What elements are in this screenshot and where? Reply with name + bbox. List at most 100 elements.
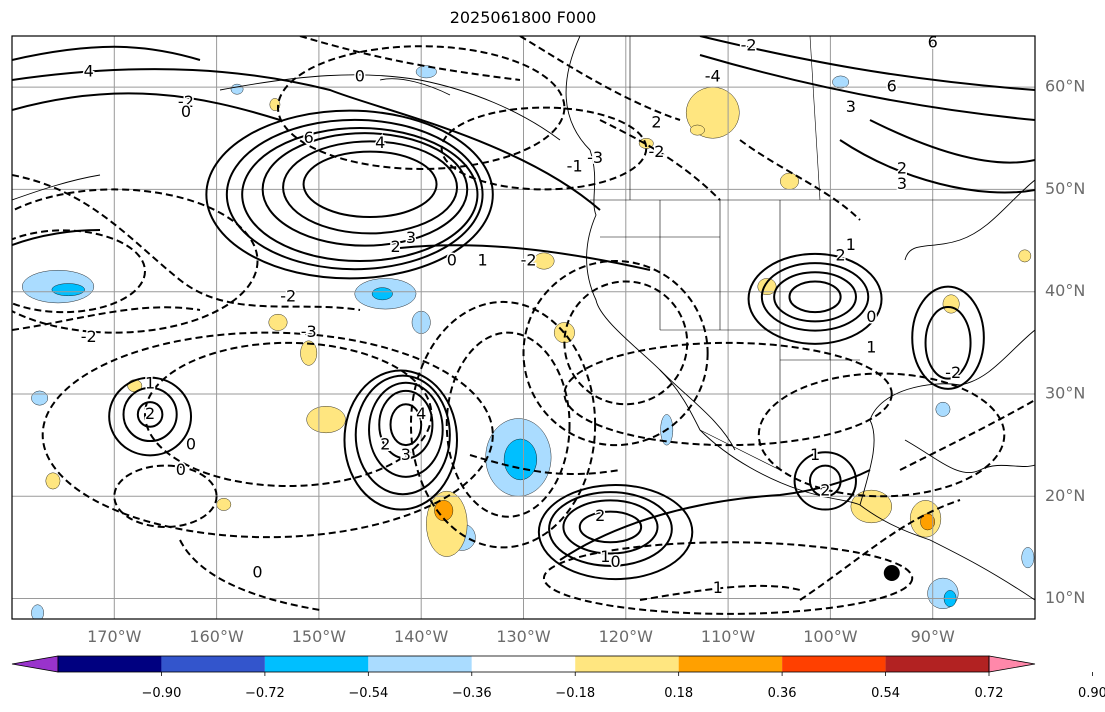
colorbar-frame (57, 655, 990, 673)
anomaly-patch (503, 438, 537, 481)
contour-label: 3 (897, 174, 907, 193)
anomaly-patch (45, 472, 61, 490)
coastline (904, 179, 1035, 261)
map-frame (11, 35, 1036, 620)
contour-label: 3 (846, 97, 856, 116)
contour-dashed (299, 36, 521, 81)
lat-label: 50°N (1045, 179, 1085, 198)
contour-label: 0 (252, 562, 262, 581)
contour-dashed (899, 399, 1035, 471)
contour-high-west-pacific (136, 401, 164, 428)
colorbar-tick-label: 0.72 (975, 686, 1004, 701)
colorbar-segment (575, 656, 679, 672)
anomaly-patch (31, 390, 49, 406)
lat-label: 40°N (1045, 281, 1085, 300)
contour-label: 1 (866, 337, 876, 356)
anomaly-patch (832, 75, 850, 89)
contour-label: 1 (810, 445, 820, 464)
contour-high-ne-pacific (241, 127, 479, 263)
contour-label: 6 (928, 33, 938, 52)
contour-high-east-pacific (578, 510, 643, 544)
contour-label: -2 (81, 327, 97, 346)
lon-label: 100°W (803, 627, 858, 646)
contour-label: -4 (705, 66, 721, 85)
contour-dashed (469, 454, 621, 475)
contour-high-plains (747, 252, 883, 345)
colorbar-segment (161, 656, 265, 672)
colorbar-segment (368, 656, 472, 672)
coastline (379, 78, 451, 96)
contour-label: 2 (836, 245, 846, 264)
contour-label: 4 (375, 133, 385, 152)
contour-dashed (563, 280, 689, 406)
coastline (859, 504, 1035, 601)
contour-high-southeast (911, 285, 985, 390)
contour-high-plains (773, 271, 857, 323)
anomaly-patch (533, 252, 555, 270)
colorbar-segment (58, 656, 162, 672)
colorbar-tick-label: −0.54 (348, 686, 388, 701)
coastline (859, 329, 1035, 506)
contour-label: 1 (846, 235, 856, 254)
contour-high-southeast (924, 306, 972, 380)
contour-high-east-pacific (562, 499, 659, 555)
lon-label: 110°W (701, 627, 756, 646)
contour-label: 2 (820, 481, 830, 500)
contour-high-central-pacific (343, 369, 459, 511)
contour-dashed (445, 331, 571, 518)
contour-high-central-pacific (368, 381, 444, 478)
colorbar-extend-high (988, 655, 1036, 673)
anomaly-patch (935, 401, 951, 417)
anomaly-patch (371, 287, 393, 301)
contour-label: 0 (447, 251, 457, 270)
contour-label: 0 (610, 552, 620, 571)
contour-high-ne-pacific (205, 109, 494, 280)
contour-dashed (409, 300, 597, 549)
contour-dashed (639, 584, 801, 601)
colorbar-tick-label: −0.90 (142, 686, 182, 701)
contour-label: -3 (301, 322, 317, 341)
contour-label: 1 (477, 251, 487, 270)
contour-label: 3 (406, 228, 416, 247)
contour-label: -2 (649, 142, 665, 161)
political-border (809, 36, 821, 201)
contour-dashed (739, 139, 861, 221)
contour-label: 2 (391, 237, 401, 256)
colorbar-tick-label: 0.18 (664, 686, 693, 701)
latitude-labels: 60°N 50°N 40°N 30°N 20°N 10°N (1045, 77, 1085, 607)
contour-dashed (12, 188, 259, 334)
contour-label: 1 (145, 373, 155, 392)
colorbar-segment (471, 656, 576, 672)
colorbar-extend-low (11, 655, 59, 673)
contour-label: 2 (651, 112, 661, 131)
contour-label: -2 (521, 251, 537, 270)
contour-label: 0 (355, 66, 365, 85)
contour-high-ne-pacific (225, 118, 484, 271)
contour-label: 2 (380, 435, 390, 454)
contour-solid (869, 119, 1035, 164)
lon-label: 170°W (87, 627, 142, 646)
contour-solid (839, 139, 1035, 194)
lon-label: 130°W (496, 627, 551, 646)
anomaly-patch (230, 83, 244, 95)
colorbar-tick-label: −0.18 (555, 686, 595, 701)
contour-dashed (563, 341, 893, 447)
contour-label: -3 (587, 148, 603, 167)
contour-solid (399, 244, 651, 271)
contour-solid (12, 229, 101, 246)
anomaly-patch (690, 124, 705, 136)
contour-dashed (519, 36, 681, 121)
anomaly-patch (434, 500, 454, 522)
contour-label: 0 (181, 102, 191, 121)
colorbar-tick-label: 0.90 (1078, 686, 1105, 701)
coastline (219, 74, 561, 141)
contour-dashed (12, 174, 361, 311)
coastline (659, 369, 736, 451)
contour-high-ne-pacific (261, 132, 469, 247)
contour-high-central-pacific (389, 403, 423, 447)
contour-label: 3 (401, 445, 411, 464)
contour-dashed (12, 306, 201, 331)
lon-label: 150°W (292, 627, 347, 646)
contour-label: 2 (145, 404, 155, 423)
contour-label: 6 (887, 77, 897, 96)
